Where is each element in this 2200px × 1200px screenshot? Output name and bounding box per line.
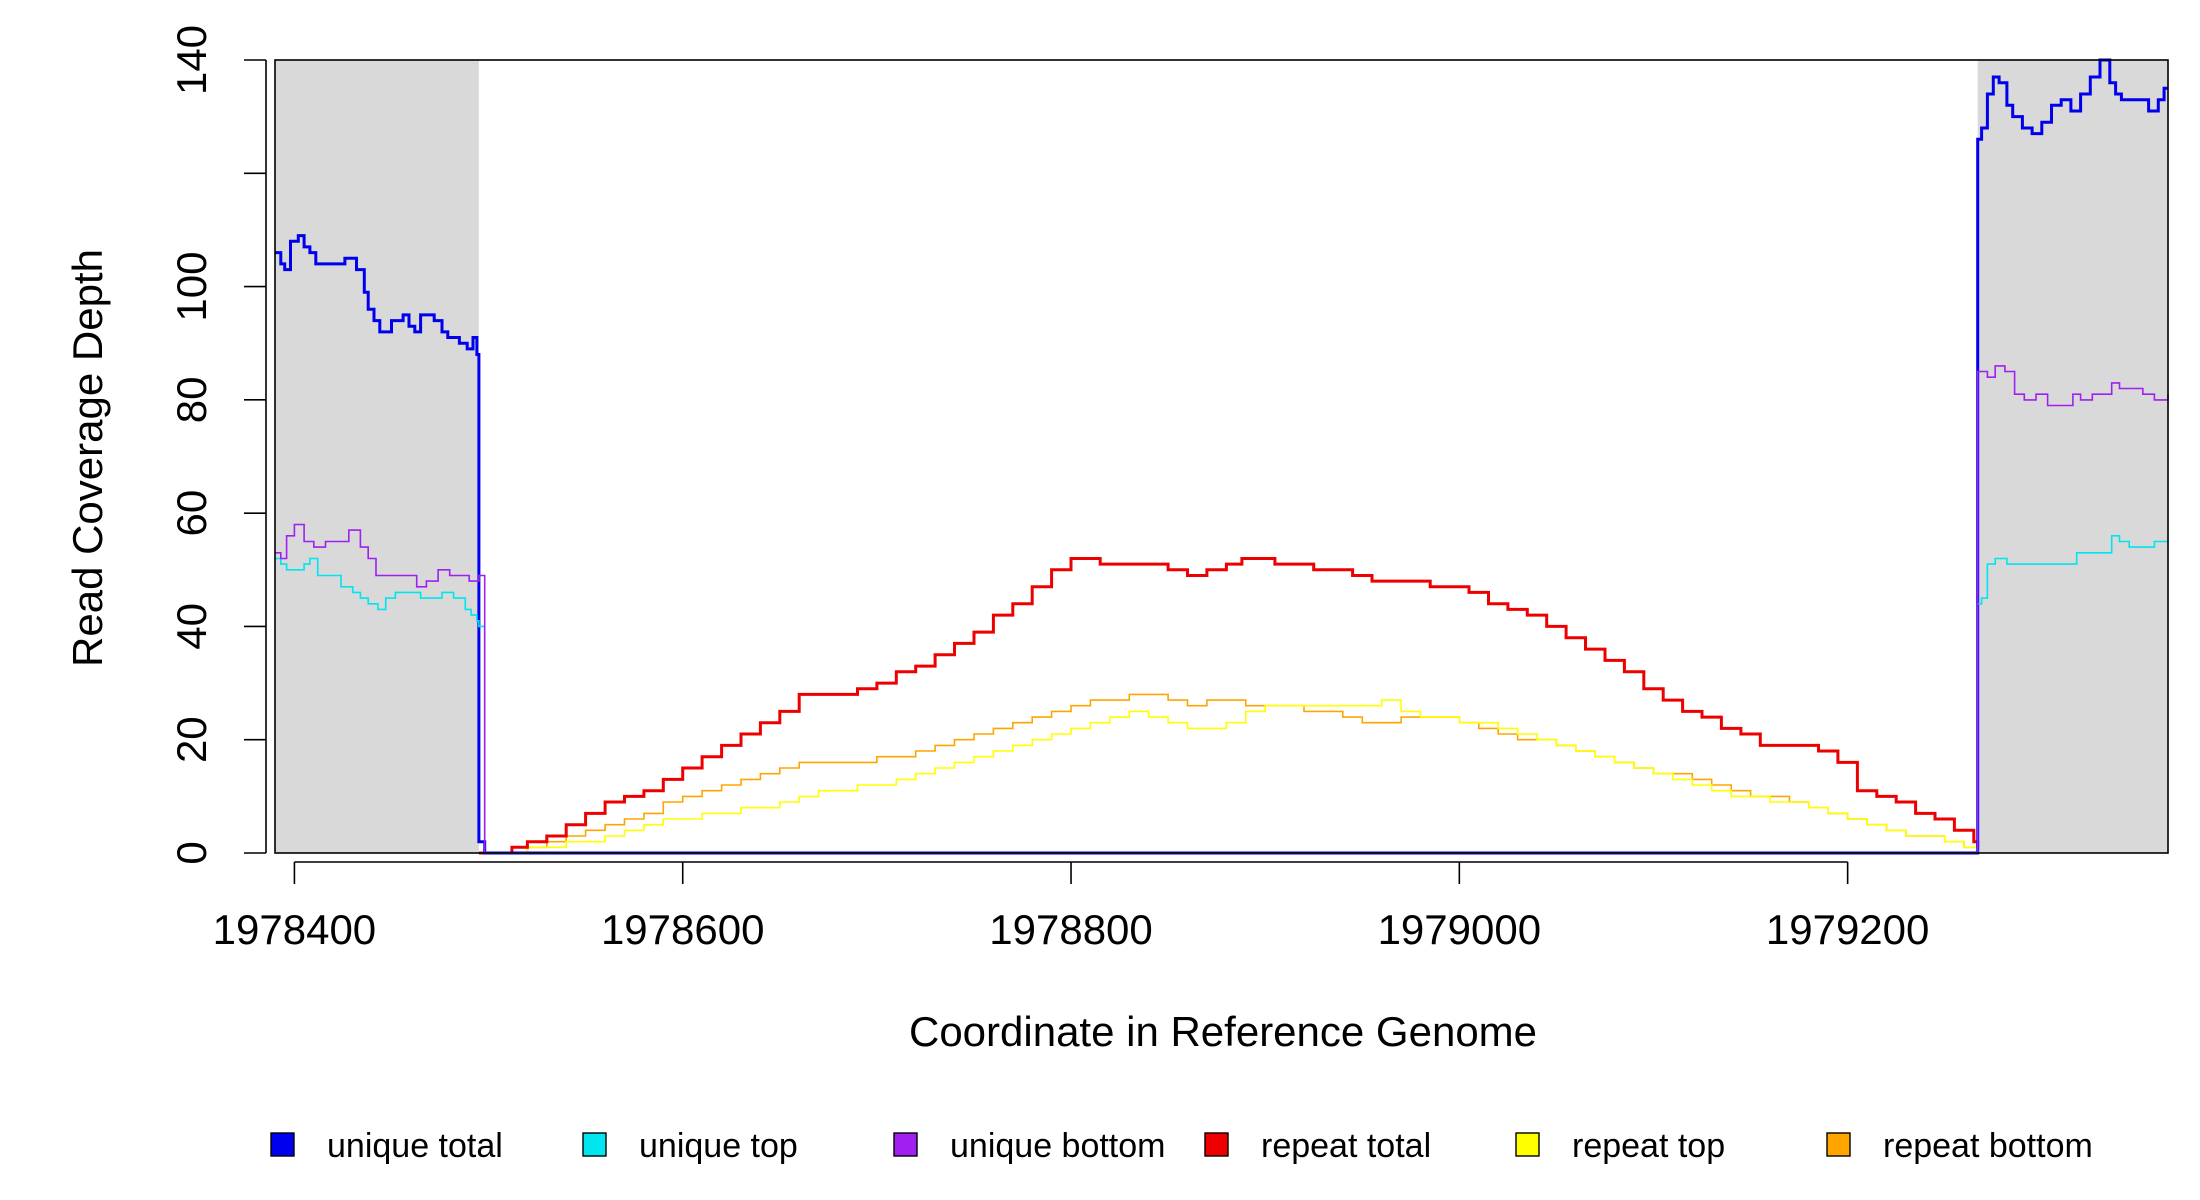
- legend-swatch: [582, 1132, 607, 1157]
- legend-label: repeat bottom: [1883, 1127, 2093, 1165]
- y-tick-label: 80: [168, 377, 215, 424]
- legend-swatch: [1204, 1132, 1229, 1157]
- series-line-unique-bottom: [275, 365, 2169, 854]
- x-axis-label: Coordinate in Reference Genome: [909, 1008, 1537, 1055]
- legend-swatch: [1826, 1132, 1851, 1157]
- x-axis: 1978400 1978600 1978800 1979000 1979200: [213, 861, 1930, 953]
- legend-label: repeat total: [1261, 1127, 1431, 1165]
- y-tick-label: 140: [168, 25, 215, 95]
- legend-label: unique bottom: [950, 1127, 1166, 1165]
- legend-label: unique top: [639, 1127, 798, 1165]
- x-tick-label: 1978400: [213, 906, 377, 953]
- legend-swatch: [1515, 1132, 1540, 1157]
- y-tick-label: 100: [168, 252, 215, 322]
- series-line-repeat-total: [478, 557, 1980, 855]
- series-lines: [275, 58, 2169, 855]
- x-tick-label: 1978800: [989, 906, 1153, 953]
- x-tick-label: 1978600: [601, 906, 765, 953]
- legend-swatch: [270, 1132, 295, 1157]
- legend-label: unique total: [327, 1127, 503, 1165]
- series-line-repeat-top: [478, 699, 1979, 854]
- x-tick-label: 1979000: [1378, 906, 1542, 953]
- shaded-region-2: [1977, 60, 2168, 853]
- plot-frame: [274, 59, 2169, 854]
- series-line-unique-total: [275, 58, 2168, 855]
- legend: unique total unique top unique bottom repea…: [270, 1127, 2093, 1165]
- series-line-repeat-bottom: [478, 693, 1979, 854]
- y-axis-label: Read Coverage Depth: [64, 249, 111, 667]
- y-tick-label: 60: [168, 490, 215, 537]
- x-tick-label: 1979200: [1766, 906, 1930, 953]
- series-line-unique-top: [275, 535, 2168, 854]
- legend-label: repeat top: [1572, 1127, 1725, 1165]
- y-tick-label: 0: [168, 841, 215, 864]
- y-tick-label: 40: [168, 603, 215, 650]
- shaded-regions: [275, 60, 2168, 853]
- shaded-region-1: [275, 60, 479, 853]
- y-axis: 0 20 40 60 80 100 140: [168, 25, 267, 865]
- y-tick-label: 20: [168, 716, 215, 763]
- legend-swatch: [893, 1132, 918, 1157]
